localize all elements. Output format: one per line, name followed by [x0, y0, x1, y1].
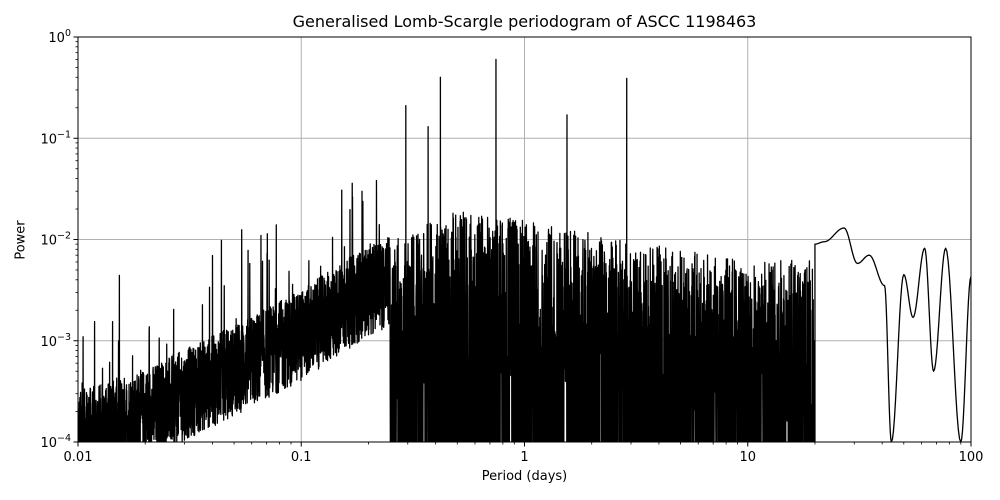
y-tick-label: 10−4 [40, 433, 71, 451]
x-axis-label: Period (days) [481, 469, 568, 484]
x-tick-label: 10 [739, 450, 756, 465]
x-tick-label: 0.1 [291, 450, 312, 465]
chart-title: Generalised Lomb-Scargle periodogram of … [292, 12, 757, 31]
y-tick-label: 10−1 [40, 129, 71, 147]
y-axis-label: Power [13, 220, 29, 260]
x-tick-label: 0.01 [64, 450, 93, 465]
x-axis-ticks: 0.01 0.1 1 10 100 [64, 442, 984, 465]
y-tick-label: 100 [48, 28, 71, 46]
y-tick-label: 10−2 [40, 231, 71, 249]
power-curve [78, 58, 971, 442]
x-tick-label: 1 [520, 450, 528, 465]
x-tick-label: 100 [959, 450, 984, 465]
y-tick-label: 10−3 [40, 332, 71, 350]
y-axis-ticks: 10−4 10−3 10−2 10−1 100 [40, 28, 78, 451]
